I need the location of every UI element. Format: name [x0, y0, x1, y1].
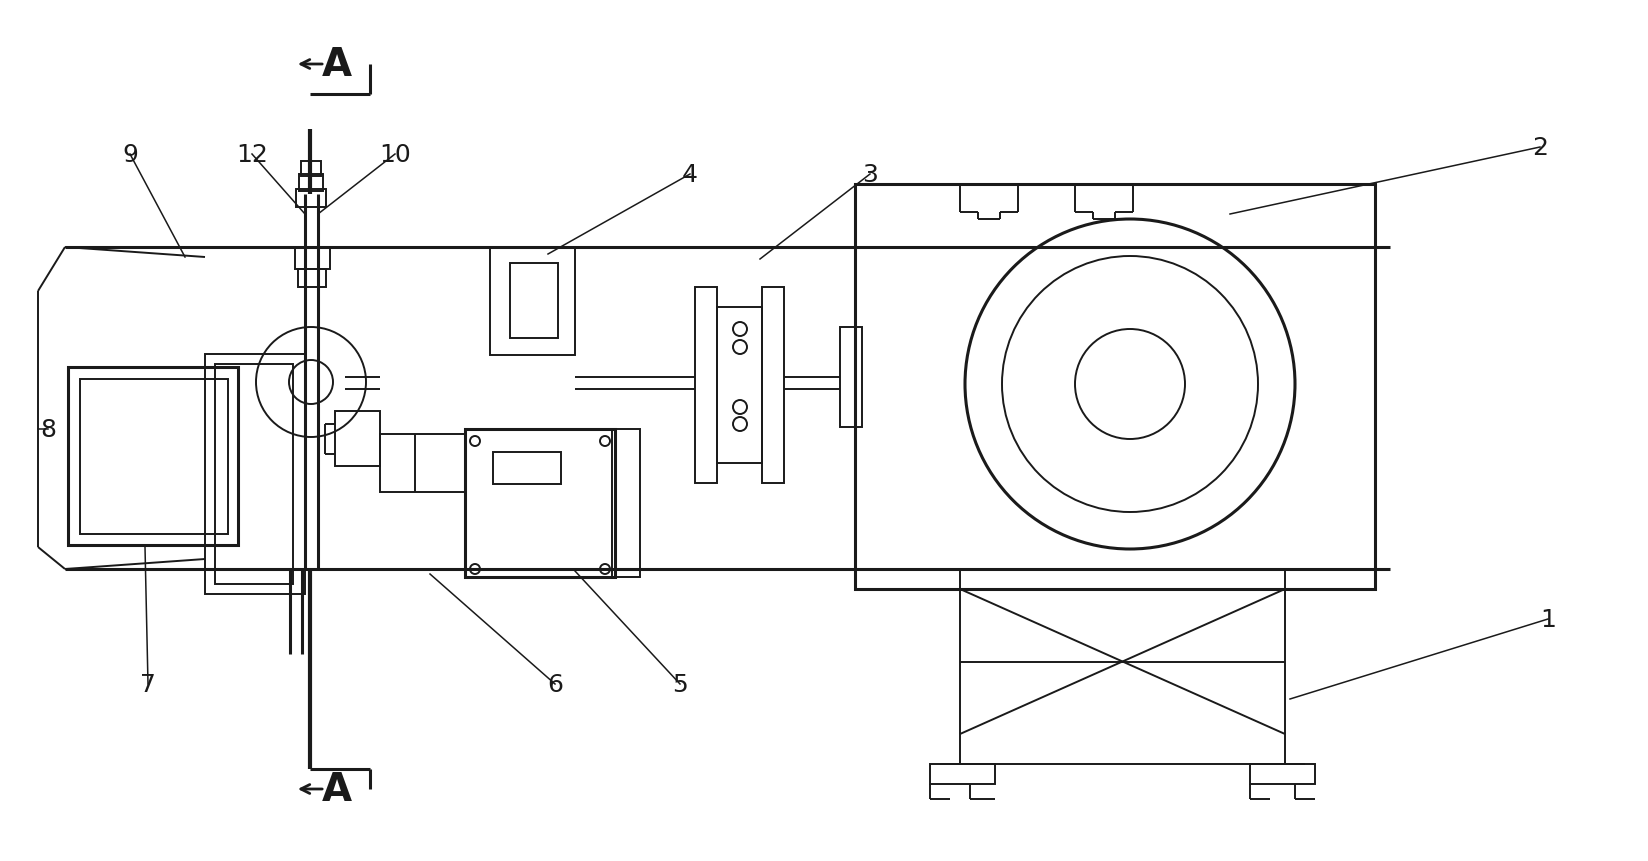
Bar: [204, 355, 305, 594]
Text: 6: 6: [547, 672, 564, 697]
Bar: [335, 412, 381, 467]
Text: 8: 8: [40, 418, 56, 442]
Bar: [717, 307, 761, 463]
Text: 3: 3: [862, 163, 878, 187]
Bar: [302, 162, 321, 177]
Bar: [381, 435, 465, 492]
Bar: [611, 430, 639, 578]
Bar: [489, 248, 575, 356]
Bar: [298, 175, 323, 192]
Bar: [695, 288, 717, 483]
Text: 2: 2: [1533, 136, 1547, 160]
Text: 12: 12: [236, 143, 269, 167]
Text: 5: 5: [672, 672, 687, 697]
Bar: [493, 453, 560, 485]
Bar: [81, 380, 227, 535]
Text: 1: 1: [1541, 607, 1556, 631]
Text: 9: 9: [122, 143, 138, 167]
Text: A: A: [321, 46, 353, 84]
Bar: [509, 263, 559, 338]
Bar: [465, 430, 615, 578]
Text: 10: 10: [379, 143, 410, 167]
Bar: [295, 248, 330, 269]
Bar: [929, 764, 995, 784]
Bar: [1249, 764, 1315, 784]
Bar: [840, 328, 862, 428]
Bar: [297, 189, 326, 208]
Bar: [68, 368, 237, 545]
Bar: [298, 269, 326, 288]
Bar: [855, 185, 1374, 589]
Bar: [214, 364, 293, 585]
Text: 7: 7: [140, 672, 157, 697]
Text: 4: 4: [682, 163, 699, 187]
Text: A: A: [321, 770, 353, 808]
Bar: [761, 288, 784, 483]
